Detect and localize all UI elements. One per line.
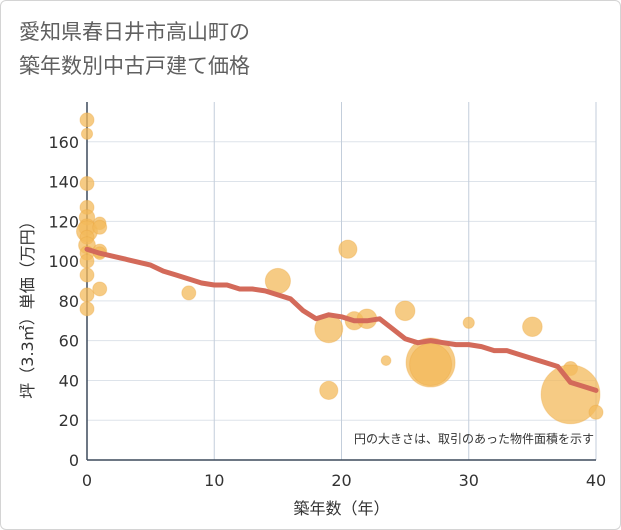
bubble-series xyxy=(76,112,604,425)
x-tick-label: 10 xyxy=(204,471,224,490)
x-tick-label: 0 xyxy=(82,471,92,490)
bubble-point xyxy=(394,300,416,322)
y-tick-label: 80 xyxy=(59,292,79,311)
x-axis-label: 築年数（年） xyxy=(293,499,389,518)
bubble-point xyxy=(80,127,94,140)
axis-ticks: 0 20 40 60 80 100 120 140 160 0 10 20 30 40 xyxy=(48,133,606,490)
bubble-point xyxy=(462,316,475,329)
y-tick-label: 20 xyxy=(59,411,79,430)
bubble-point xyxy=(338,239,358,259)
bubble-point xyxy=(319,380,339,400)
y-tick-label: 160 xyxy=(48,133,79,152)
x-tick-label: 20 xyxy=(331,471,351,490)
bubble-point xyxy=(79,267,95,283)
y-tick-label: 120 xyxy=(48,212,79,231)
bubble-point xyxy=(409,343,453,387)
chart-title: 愛知県春日井市高山町の 築年数別中古戸建て価格 xyxy=(19,15,250,83)
bubble-point xyxy=(79,253,95,269)
bubble-point xyxy=(79,287,95,303)
bubble-point xyxy=(181,285,197,301)
trend-line xyxy=(84,246,599,393)
bubble-size-note: 円の大きさは、取引のあった物件面積を示す xyxy=(354,431,594,446)
bubble-point xyxy=(380,355,392,366)
bubble-point xyxy=(540,364,601,425)
bubble-point xyxy=(588,404,604,420)
bubble-point xyxy=(92,281,108,297)
bubble-point xyxy=(79,112,95,128)
y-tick-label: 40 xyxy=(59,371,79,390)
chart-title-line-1: 愛知県春日井市高山町の xyxy=(19,20,250,44)
chart-title-line-2: 築年数別中古戸建て価格 xyxy=(19,54,250,78)
y-axis-label: 坪（3.3㎡）単価（万円） xyxy=(18,213,37,398)
y-tick-label: 0 xyxy=(69,451,79,470)
bubble-point xyxy=(522,316,543,338)
y-tick-label: 100 xyxy=(48,252,79,271)
y-tick-label: 60 xyxy=(59,332,79,351)
bubble-point xyxy=(79,176,95,192)
grid-lines xyxy=(86,102,597,461)
bubble-point xyxy=(79,301,95,317)
y-tick-label: 140 xyxy=(48,173,79,192)
x-tick-label: 40 xyxy=(586,471,606,490)
x-tick-label: 30 xyxy=(459,471,479,490)
bubble-point xyxy=(92,219,108,235)
